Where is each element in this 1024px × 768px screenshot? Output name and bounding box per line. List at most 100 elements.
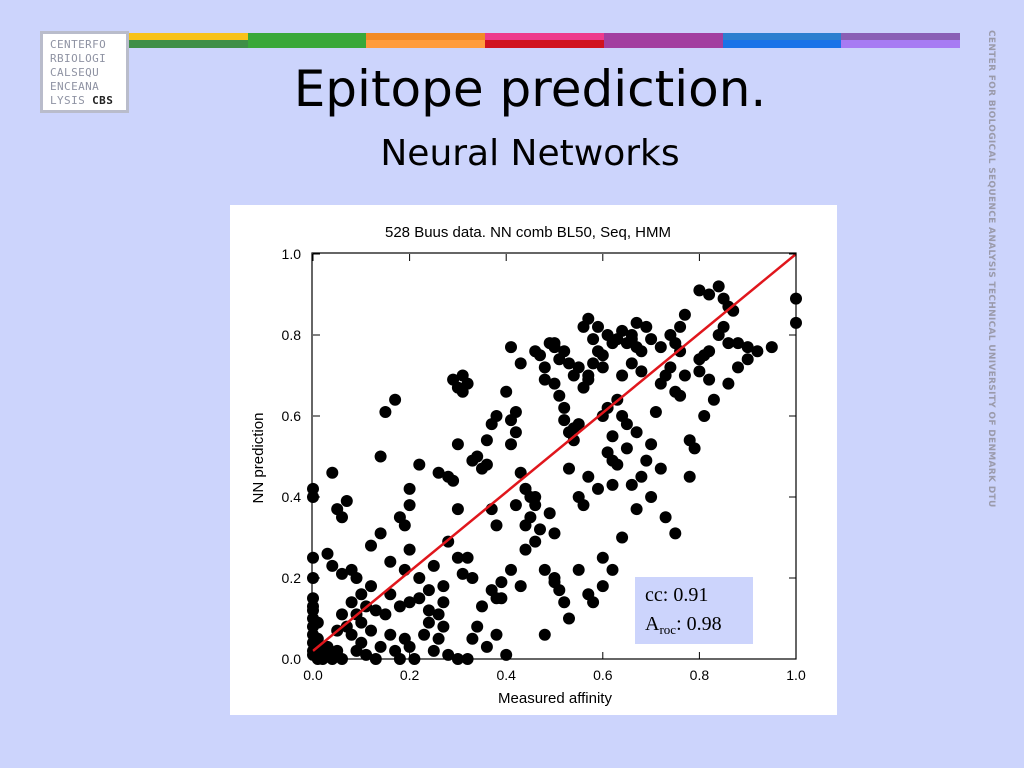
scatter-point — [722, 377, 735, 390]
scatter-point — [592, 320, 604, 333]
aroc-value: : 0.98 — [676, 613, 722, 635]
cc-label: cc: — [645, 584, 669, 606]
scatter-point — [649, 406, 662, 418]
scatter-point — [732, 337, 744, 350]
color-stripe-segment — [603, 33, 723, 48]
scatter-point — [509, 426, 522, 439]
scatter-point — [707, 393, 720, 406]
scatter-point — [432, 466, 445, 479]
scatter-point — [548, 337, 561, 350]
aroc-subscript: roc — [659, 622, 677, 637]
scatter-point — [403, 543, 416, 556]
scatter-point — [577, 381, 590, 394]
scatter-point — [563, 612, 575, 625]
scatter-point — [471, 620, 484, 633]
statistics-box: cc: 0.91 Aroc: 0.98 — [635, 577, 753, 644]
scatter-point — [563, 462, 575, 475]
scatter-point — [389, 393, 402, 406]
stripe-bottom — [129, 40, 248, 48]
scatter-point — [553, 353, 566, 366]
scatter-point — [587, 333, 600, 346]
scatter-point — [635, 345, 648, 358]
scatter-point — [529, 535, 542, 548]
scatter-point — [741, 353, 754, 366]
scatter-point — [620, 442, 633, 455]
scatter-point — [519, 543, 532, 556]
axis-layer: 0.0 0.2 0.4 0.6 0.8 1.0 0.0 0.2 0.4 0.6 0.8 1.0 — [282, 246, 806, 683]
scatter-point — [480, 640, 493, 653]
scatter-point — [596, 361, 609, 374]
scatter-chart: 528 Buus data. NN comb BL50, Seq, HMM Me… — [230, 205, 837, 715]
scatter-point — [558, 596, 571, 609]
x-tick-label: 0.0 — [303, 667, 323, 683]
scatter-point — [418, 628, 431, 641]
x-tick-label: 0.8 — [690, 667, 710, 683]
scatter-point — [625, 333, 638, 346]
color-stripe-bar — [129, 33, 961, 48]
scatter-point — [413, 458, 426, 471]
x-tick-label: 0.6 — [593, 667, 613, 683]
color-stripe-segment — [129, 33, 248, 48]
scatter-point — [567, 369, 580, 382]
scatter-point — [509, 499, 522, 512]
y-axis-label: NN prediction — [250, 413, 267, 504]
y-tick-label: 0.0 — [282, 651, 302, 667]
scatter-point — [538, 563, 551, 576]
scatter-point — [466, 572, 479, 584]
scatter-point — [422, 584, 435, 597]
scatter-point — [654, 462, 667, 475]
scatter-point — [514, 357, 527, 370]
regression-line — [312, 253, 797, 652]
scatter-point — [355, 588, 368, 601]
scatter-point — [311, 616, 324, 629]
scatter-point — [582, 312, 595, 325]
scatter-point — [451, 503, 464, 516]
scatter-point — [336, 608, 348, 621]
scatter-point — [480, 434, 493, 447]
scatter-point — [336, 567, 348, 580]
scatter-point — [451, 551, 464, 564]
scatter-point — [321, 640, 334, 653]
scatter-point — [659, 511, 672, 524]
scatter-point — [437, 580, 450, 593]
scatter-point — [427, 559, 440, 572]
slide-title: Epitope prediction. — [293, 60, 767, 118]
scatter-point — [505, 563, 517, 576]
scatter-point — [461, 377, 474, 390]
scatter-point — [413, 592, 426, 605]
scatter-point — [519, 519, 532, 532]
fit-line-layer — [312, 253, 797, 652]
scatter-point — [548, 527, 561, 540]
scatter-point — [616, 369, 629, 382]
scatter-point — [765, 341, 778, 354]
scatter-point — [340, 495, 353, 507]
scatter-point — [543, 507, 556, 520]
scatter-point — [490, 592, 503, 605]
scatter-point — [456, 567, 469, 580]
scatter-point — [751, 345, 764, 358]
scatter-point — [326, 466, 339, 479]
logo-line: CALSEQU — [50, 66, 100, 79]
scatter-point — [635, 365, 648, 378]
scatter-point — [587, 357, 600, 370]
scatter-point — [563, 357, 575, 370]
scatter-point — [630, 503, 643, 516]
scatter-point — [611, 458, 624, 471]
scatter-point — [422, 616, 435, 629]
scatter-point — [596, 349, 609, 362]
y-tick-label: 0.2 — [282, 570, 302, 586]
stripe-bottom — [366, 40, 486, 48]
logo-line: LYSIS CBS — [50, 94, 126, 108]
scatter-point — [490, 628, 503, 641]
scatter-point — [698, 410, 711, 422]
scatter-point — [476, 600, 488, 613]
scatter-point — [369, 604, 382, 617]
logo-line: ENCEANA — [50, 80, 100, 93]
color-stripe-segment — [485, 33, 604, 48]
scatter-point — [553, 389, 566, 402]
color-stripe-segment — [366, 33, 486, 48]
scatter-point — [693, 365, 706, 378]
scatter-point — [534, 349, 546, 362]
scatter-point — [403, 482, 416, 495]
aroc-label: A — [645, 613, 660, 635]
